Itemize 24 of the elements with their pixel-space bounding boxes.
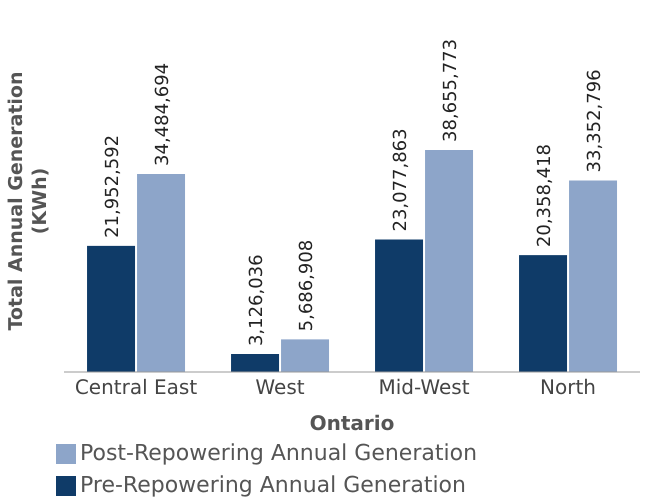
bar (519, 255, 568, 372)
bar (281, 339, 330, 372)
x-axis-title: Ontario (310, 411, 394, 435)
bar (231, 354, 280, 372)
x-tick-label: North (540, 375, 596, 400)
data-label: 33,352,796 (584, 69, 606, 172)
bar (569, 180, 618, 372)
bar (87, 246, 136, 372)
bar (137, 174, 186, 372)
data-label: 38,655,773 (440, 38, 462, 142)
data-label: 21,952,592 (102, 134, 124, 238)
bar (375, 239, 424, 372)
data-label: 23,077,863 (390, 128, 412, 232)
legend-label: Pre-Repowering Annual Generation (80, 473, 466, 498)
y-axis-title: Total Annual Generation (KWh) (5, 71, 51, 331)
x-tick-label: Mid-West (378, 375, 470, 400)
data-label: 20,358,418 (534, 144, 556, 248)
data-label: 5,686,908 (296, 240, 318, 332)
data-label: 34,484,694 (152, 62, 174, 166)
legend-label: Post-Repowering Annual Generation (80, 441, 478, 466)
data-label: 3,126,036 (246, 254, 268, 346)
x-tick-label: Central East (74, 375, 198, 400)
bar (425, 150, 474, 372)
x-tick-label: West (255, 375, 305, 400)
